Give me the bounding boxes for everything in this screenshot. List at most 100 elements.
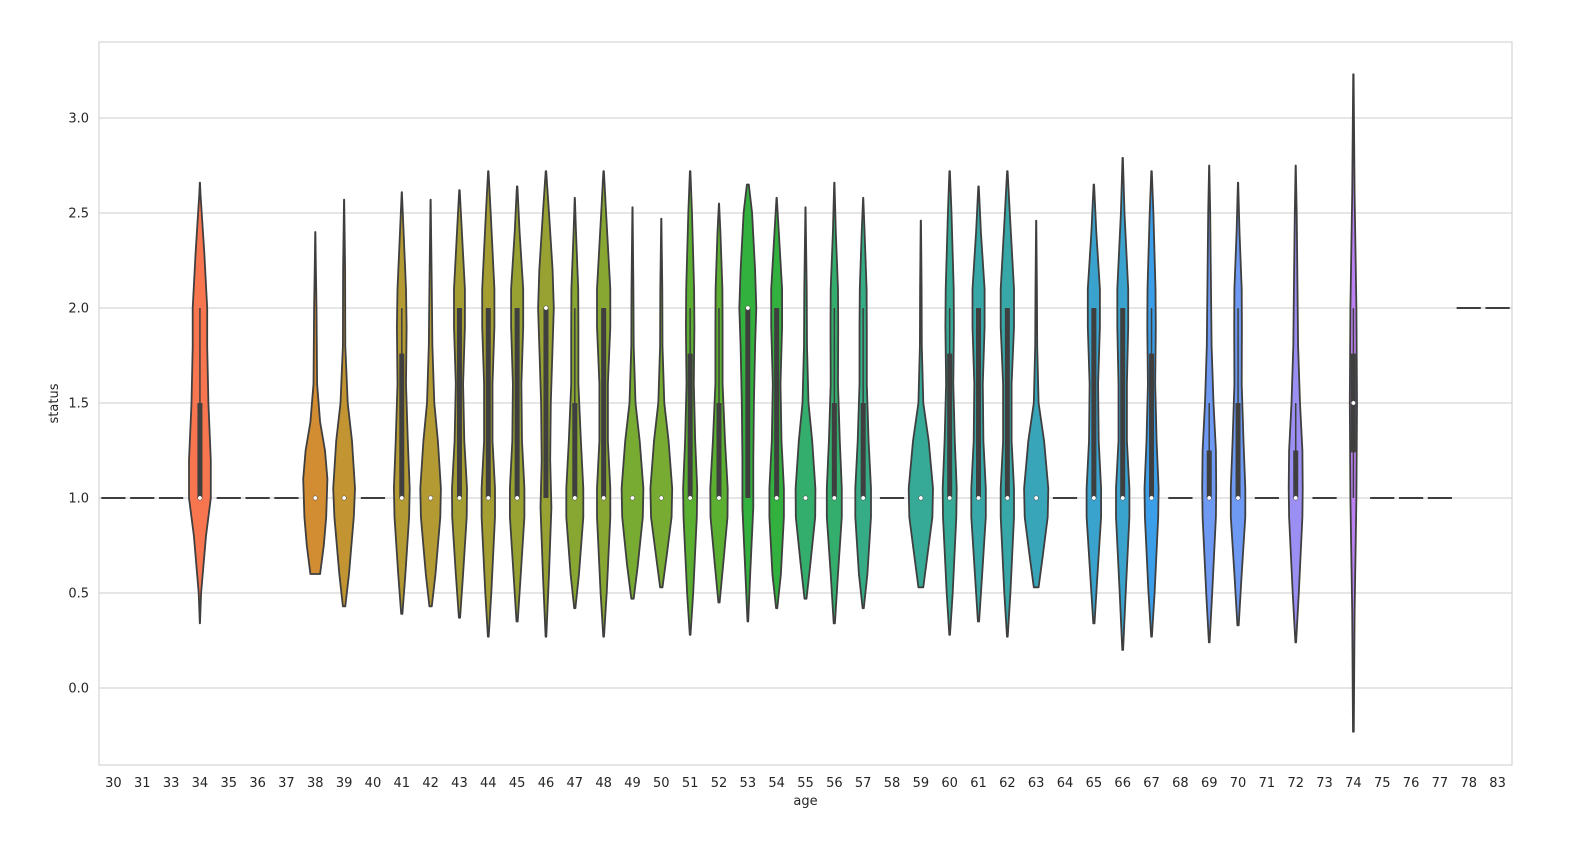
x-tick-label: 46 (538, 776, 555, 791)
violin-median (399, 495, 405, 501)
x-tick-label: 48 (595, 776, 612, 791)
violin-iqr-box (831, 403, 837, 498)
x-tick-label: 70 (1230, 776, 1247, 791)
violin-iqr-box (687, 353, 693, 498)
violin-iqr-box (456, 308, 462, 498)
violin-median (514, 495, 520, 501)
x-tick-label: 57 (855, 776, 872, 791)
violin-42 (419, 198, 442, 608)
plot-frame (98, 41, 1513, 766)
x-tick-labels: 30 31 33 34 35 36 37 38 39 40 41 42 43 44 45 46 47 48 49 50… (105, 776, 1506, 791)
violin-body (907, 219, 934, 589)
violin-median (341, 495, 347, 501)
x-tick-label: 53 (740, 776, 757, 791)
violin-median (1091, 495, 1097, 501)
x-tick-label: 59 (913, 776, 930, 791)
x-tick-label: 49 (624, 776, 641, 791)
y-tick-label: 1.5 (68, 397, 89, 412)
violin-iqr-box (976, 308, 982, 498)
violin-72 (1287, 164, 1304, 644)
x-tick-label: 78 (1460, 776, 1477, 791)
y-tick-label: 2.5 (68, 207, 89, 222)
x-tick-label: 71 (1259, 776, 1276, 791)
violin-iqr-box (543, 308, 549, 498)
x-tick-label: 74 (1345, 776, 1362, 791)
y-tick-labels: 0.0 0.5 1.0 1.5 2.0 2.5 3.0 (68, 112, 89, 697)
x-tick-label: 63 (1028, 776, 1045, 791)
violin-median (630, 495, 635, 501)
violin-median (1235, 495, 1241, 501)
x-axis-label: age (793, 794, 817, 809)
violin-iqr-box (485, 308, 491, 498)
violin-body (620, 206, 645, 600)
x-tick-label: 44 (480, 776, 497, 791)
y-tick-label: 1.0 (68, 492, 89, 507)
violin-body (332, 198, 356, 608)
violin-median (572, 495, 578, 501)
violins (101, 73, 1510, 733)
violin-median (716, 495, 722, 501)
violin-iqr-box (1293, 450, 1299, 498)
violin-median (1120, 495, 1126, 501)
violin-body (1023, 219, 1050, 589)
x-tick-label: 69 (1201, 776, 1218, 791)
violin-iqr-box (1091, 308, 1097, 498)
violin-iqr-box (399, 353, 405, 498)
violin-66 (1115, 157, 1131, 651)
violin-iqr-box (774, 308, 780, 498)
violin-69 (1201, 164, 1218, 644)
violin-56 (825, 181, 843, 625)
x-tick-label: 83 (1489, 776, 1506, 791)
x-tick-label: 43 (451, 776, 468, 791)
x-tick-label: 72 (1287, 776, 1304, 791)
x-tick-label: 68 (1172, 776, 1189, 791)
x-tick-label: 34 (192, 776, 209, 791)
y-axis-label: status (47, 383, 62, 423)
violin-median (457, 495, 462, 501)
violin-47 (565, 196, 585, 610)
x-tick-label: 51 (682, 776, 699, 791)
x-tick-label: 39 (336, 776, 353, 791)
x-tick-label: 60 (941, 776, 958, 791)
violin-body (649, 217, 674, 589)
x-tick-label: 56 (826, 776, 843, 791)
violin-44 (480, 170, 496, 638)
violin-median (860, 495, 866, 501)
violin-median (976, 495, 981, 501)
x-tick-label: 36 (249, 776, 266, 791)
violin-57 (854, 196, 872, 610)
x-tick-label: 41 (394, 776, 411, 791)
violin-body (419, 198, 442, 608)
violin-median (947, 495, 953, 501)
violin-34 (188, 181, 212, 625)
violin-43 (451, 189, 468, 619)
violin-iqr-box (601, 308, 607, 498)
violin-iqr-box (1235, 403, 1241, 498)
violin-67 (1143, 170, 1160, 638)
violin-45 (509, 185, 526, 623)
violin-65 (1085, 183, 1102, 625)
violin-median (745, 305, 751, 311)
x-tick-label: 64 (1057, 776, 1074, 791)
violin-median (687, 495, 693, 501)
violin-61 (970, 185, 987, 623)
violin-38 (302, 231, 329, 575)
violin-iqr-box (1206, 450, 1212, 498)
violin-iqr-box (197, 403, 203, 498)
violin-52 (709, 202, 729, 604)
violin-iqr-box (572, 403, 578, 498)
violin-iqr-box (860, 403, 866, 498)
x-tick-label: 33 (163, 776, 180, 791)
violin-53 (738, 183, 758, 623)
violin-body (302, 231, 329, 575)
x-tick-label: 37 (278, 776, 295, 791)
violin-iqr-box (514, 308, 520, 498)
x-tick-label: 45 (509, 776, 526, 791)
x-tick-label: 30 (105, 776, 122, 791)
x-tick-label: 73 (1316, 776, 1333, 791)
x-tick-label: 61 (970, 776, 987, 791)
x-tick-label: 55 (797, 776, 814, 791)
violin-median (774, 495, 780, 501)
violin-median (658, 495, 664, 501)
